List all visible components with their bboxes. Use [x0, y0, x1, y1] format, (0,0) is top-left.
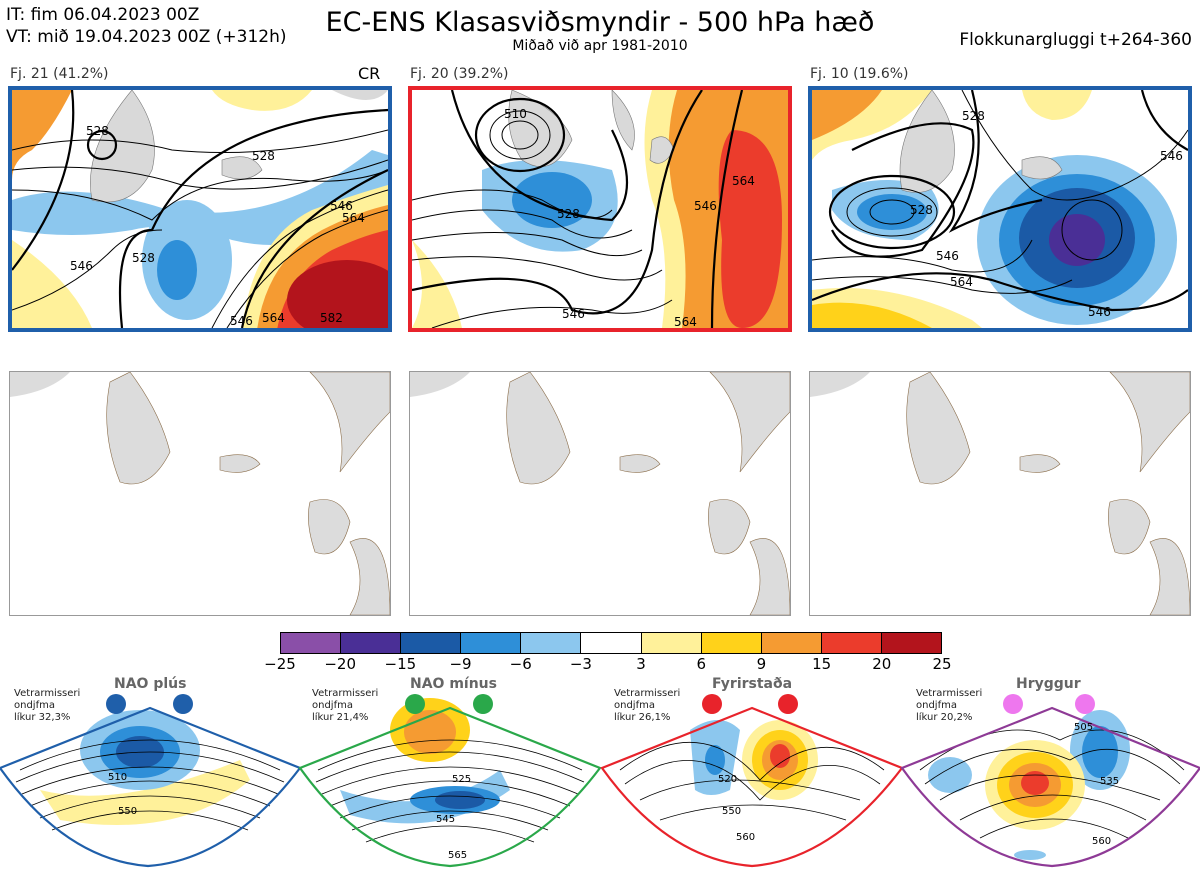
regime-4-marker-right	[1075, 694, 1095, 714]
page-subtitle: Miðað við apr 1981-2010	[512, 38, 688, 54]
colorbar-swatch	[281, 633, 342, 653]
colorbar-tick-label: −20	[324, 655, 356, 673]
colorbar-tick-label: 20	[872, 655, 892, 673]
regime-2-contour-label: 525	[452, 774, 471, 785]
regime-2-label: NAO mínus	[410, 676, 497, 692]
cluster-2-contour-label: 546	[694, 199, 717, 213]
cluster-2-anomaly-map	[409, 371, 791, 616]
colorbar-swatch	[641, 633, 702, 653]
colorbar-swatch	[461, 633, 522, 653]
regime-3-marker-left	[702, 694, 722, 714]
regime-3-marker-right	[778, 694, 798, 714]
cluster-1-contour-label: 546	[230, 314, 253, 328]
regime-maps: 510 550 525 545 565	[0, 698, 1200, 868]
cluster-2-contour-label: 564	[732, 174, 755, 188]
regime-1-note: Vetrarmisseri ondjfma líkur 32,3%	[14, 688, 81, 723]
cluster-3-label: Fj. 10 (19.6%)	[810, 66, 909, 82]
cluster-2-label: Fj. 20 (39.2%)	[410, 66, 509, 82]
colorbar-swatch	[761, 633, 822, 653]
cluster-1-map: 528 528 546 528 546 546 564 564 582	[8, 86, 392, 332]
cluster-3-contour-label: 546	[936, 249, 959, 263]
colorbar	[280, 632, 942, 654]
regime-1-marker-right	[173, 694, 193, 714]
regime-2-marker-right	[473, 694, 493, 714]
regime-4-contour-label: 505	[1074, 722, 1093, 733]
cluster-3-contour-label: 546	[1088, 305, 1111, 319]
colorbar-tick-label: 15	[812, 655, 832, 673]
valid-time: VT: mið 19.04.2023 00Z (+312h)	[6, 27, 287, 47]
regime-4-contour-label: 535	[1100, 776, 1119, 787]
regime-4-note: Vetrarmisseri ondjfma líkur 20,2%	[916, 688, 983, 723]
regime-3-label: Fyrirstaða	[712, 676, 793, 692]
colorbar-swatch	[341, 633, 402, 653]
regime-4-map: 505 535 560	[900, 706, 1200, 868]
colorbar-swatch	[701, 633, 762, 653]
cluster-1-contour-label: 546	[330, 199, 353, 213]
regime-2-contour-label: 545	[436, 814, 455, 825]
cluster-2-map: 510 528 546 546 564 564	[408, 86, 792, 332]
page-title: EC-ENS Klasasviðsmyndir - 500 hPa hæð	[325, 7, 875, 38]
regime-2-contour-label: 565	[448, 850, 467, 861]
colorbar-tick-label: −6	[509, 655, 532, 673]
cluster-3-map: 528 528 546 564 546 546	[808, 86, 1192, 332]
regime-4-contour-label: 560	[1092, 836, 1111, 847]
regime-4-label: Hryggur	[1016, 676, 1081, 692]
regime-1-label: NAO plús	[114, 676, 187, 692]
colorbar-tick-label: −25	[264, 655, 296, 673]
colorbar-swatch	[521, 633, 582, 653]
regime-2-marker-left	[405, 694, 425, 714]
regime-4-marker-left	[1003, 694, 1023, 714]
regime-3-contour-label: 550	[722, 806, 741, 817]
regime-3-contour-label: 520	[718, 774, 737, 785]
regime-3-map: 520 550 560	[600, 706, 904, 868]
regime-1-map: 510 550	[0, 698, 302, 868]
colorbar-tick-label: 3	[636, 655, 646, 673]
classification-window: Flokkunargluggi t+264-360	[959, 30, 1192, 50]
regime-1-contour-label: 510	[108, 772, 127, 783]
cluster-2-contour-label: 510	[504, 107, 527, 121]
colorbar-swatch	[401, 633, 462, 653]
cluster-2-contour-label: 528	[557, 207, 580, 221]
cluster-2-contour-label: 564	[674, 315, 697, 328]
cluster-1-contour-label: 546	[70, 259, 93, 273]
cluster-3-contour-label: 564	[950, 275, 973, 289]
cluster-3-contour-label: 546	[1160, 149, 1183, 163]
cluster-1-contour-label: 564	[342, 211, 365, 225]
regime-1-marker-left	[106, 694, 126, 714]
cluster-1-label: Fj. 21 (41.2%)	[10, 66, 109, 82]
cluster-2-contour-label: 546	[562, 307, 585, 321]
colorbar-tick-label: 25	[932, 655, 952, 673]
colorbar-tick-label: −3	[569, 655, 592, 673]
colorbar-swatch	[881, 633, 942, 653]
cluster-3-anomaly-map	[809, 371, 1191, 616]
cluster-1-contour-label: 582	[320, 311, 343, 325]
initial-time: IT: fim 06.04.2023 00Z	[6, 5, 200, 25]
colorbar-tick-label: −15	[384, 655, 417, 673]
cluster-1-contour-label: 528	[86, 124, 109, 138]
regime-2-map: 525 545 565	[298, 698, 602, 868]
cluster-1-tag: CR	[358, 64, 381, 83]
colorbar-swatch	[821, 633, 882, 653]
cluster-1-contour-label: 564	[262, 311, 285, 325]
cluster-1-anomaly-map	[9, 371, 391, 616]
regime-1-contour-label: 550	[118, 806, 137, 817]
colorbar-tick-label: 9	[756, 655, 767, 673]
colorbar-swatch	[581, 633, 642, 653]
regime-3-contour-label: 560	[736, 832, 755, 843]
cluster-1-contour-label: 528	[252, 149, 275, 163]
colorbar-tick-label: −9	[449, 655, 472, 673]
cluster-3-contour-label: 528	[962, 109, 985, 123]
cluster-1-contour-label: 528	[132, 251, 155, 265]
run-info: IT: fim 06.04.2023 00Z VT: mið 19.04.202…	[6, 4, 287, 48]
regime-3-note: Vetrarmisseri ondjfma líkur 26,1%	[614, 688, 681, 723]
colorbar-tick-label: 6	[696, 655, 707, 673]
regime-2-note: Vetrarmisseri ondjfma líkur 21,4%	[312, 688, 379, 723]
cluster-3-contour-label: 528	[910, 203, 933, 217]
